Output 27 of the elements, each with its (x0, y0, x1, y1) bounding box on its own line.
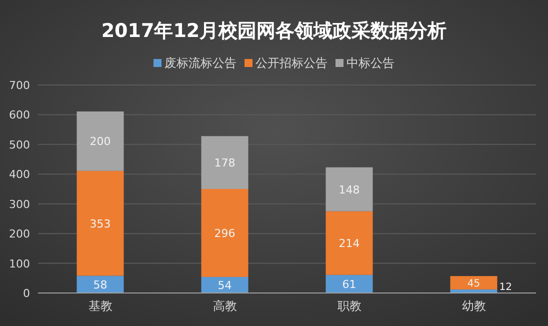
chart-title: 2017年12月校园网各领域政采数据分析 (101, 20, 447, 42)
data-label: 61 (342, 278, 356, 291)
data-label: 353 (90, 217, 111, 230)
y-tick-label: 500 (9, 138, 30, 152)
x-tick-label: 基教 (88, 299, 112, 313)
y-tick-label: 300 (9, 198, 30, 211)
x-tick-label: 高教 (212, 299, 237, 313)
y-tick-label: 100 (9, 257, 30, 270)
legend-label: 公开招标公告 (256, 56, 328, 70)
data-label: 178 (214, 156, 236, 170)
data-label: 45 (467, 278, 480, 290)
y-tick-label: 0 (23, 287, 30, 300)
data-label: 12 (499, 282, 512, 293)
data-label: 148 (338, 183, 360, 196)
legend-label: 中标公告 (346, 56, 394, 70)
legend-label: 废标流标公告 (164, 56, 236, 70)
y-tick-label: 600 (9, 108, 30, 122)
data-label: 54 (218, 278, 232, 292)
data-label: 214 (338, 237, 360, 250)
data-label: 200 (90, 135, 111, 148)
x-tick-label: 职教 (337, 299, 362, 313)
y-tick-label: 200 (9, 228, 30, 241)
data-label: 58 (93, 278, 108, 292)
data-label: 296 (214, 226, 236, 240)
x-tick-label: 幼教 (462, 299, 486, 313)
y-tick-label: 700 (9, 79, 30, 92)
y-tick-label: 400 (9, 168, 30, 182)
